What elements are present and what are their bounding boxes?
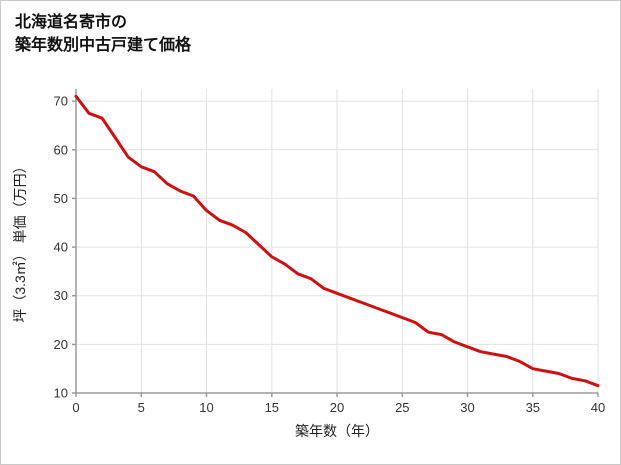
x-tick-label: 5 — [138, 400, 145, 415]
chart-title: 北海道名寄市の築年数別中古戸建て価格 — [15, 11, 191, 57]
x-tick-label: 40 — [591, 400, 605, 415]
x-tick-label: 15 — [265, 400, 279, 415]
x-tick-label: 20 — [330, 400, 344, 415]
x-tick-label: 25 — [395, 400, 409, 415]
chart-title-line1: 北海道名寄市の — [15, 14, 128, 31]
y-tick-label: 10 — [54, 386, 68, 401]
y-tick-label: 20 — [54, 337, 68, 352]
y-tick-label: 60 — [54, 142, 68, 157]
chart-title-line2: 築年数別中古戸建て価格 — [15, 37, 192, 55]
y-tick-label: 40 — [54, 240, 68, 255]
y-tick-label: 70 — [54, 94, 68, 109]
x-tick-label: 10 — [199, 400, 213, 415]
x-axis-label: 築年数（年） — [295, 423, 379, 439]
x-tick-label: 0 — [72, 400, 79, 415]
y-axis-label: 坪（3.3㎡） 単価（万円） — [12, 159, 28, 322]
x-tick-label: 30 — [460, 400, 474, 415]
y-tick-label: 30 — [54, 288, 68, 303]
price-line — [74, 94, 600, 388]
x-tick-label: 35 — [526, 400, 540, 415]
y-tick-label: 50 — [54, 191, 68, 206]
